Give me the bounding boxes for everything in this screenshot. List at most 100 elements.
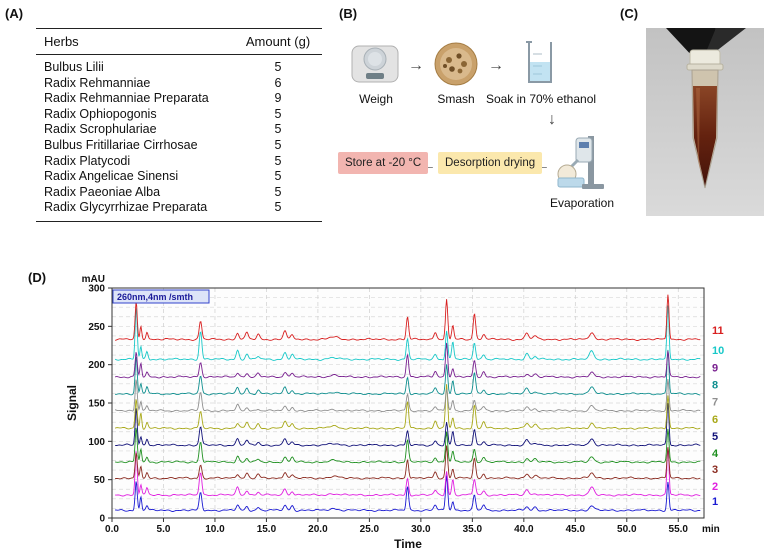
herb-name: Radix Rehmanniae Preparata [44,91,209,106]
trace-1 [115,475,701,512]
traces-group [114,294,701,512]
herb-amount: 5 [274,137,282,152]
herb-name: Radix Rehmanniae [44,75,151,90]
y-tick-label: 0 [99,514,105,525]
x-tick-label: 10.0 [205,524,225,535]
herb-name: Radix Scrophulariae [44,122,157,137]
trace-6 [114,384,701,430]
herbs-bowl-icon [432,40,480,93]
trace-7 [114,378,701,413]
series-label-8: 8 [712,380,718,392]
step-weigh-label: Weigh [359,92,393,106]
trace-11 [115,294,701,341]
x-tick-label: 35.0 [463,524,483,535]
series-label-7: 7 [712,396,718,408]
herb-amount: 5 [274,106,282,121]
x-tick-label: 20.0 [308,524,328,535]
x-unit-label: min [702,524,720,535]
panel-a-label: (A) [5,6,24,21]
x-tick-label: 25.0 [360,524,380,535]
herb-name: Radix Ophiopogonis [44,106,157,121]
x-tick-label: 50.0 [617,524,637,535]
series-label-9: 9 [712,363,718,375]
chromatogram-svg: 1 2 3 4 5 6 7 8 9 10 11 0.0 5.0 10.0 15.0 20.0 25.0 30.0 3… [65,274,724,551]
x-tick-label: 55.0 [669,524,689,535]
trace-8 [115,349,701,396]
herb-amount: 9 [274,91,282,106]
table-row: Bulbus Lilii 5 [44,60,320,76]
herb-amount: 5 [274,60,282,74]
herb-amount: 5 [274,122,282,137]
herb-table-body: Bulbus Lilii 5 Radix Rehmanniae 6 Radix Rehm… [36,55,322,221]
y-unit-label: mAU [82,274,105,285]
x-tick-label: 45.0 [566,524,586,535]
centrifuge-tube [686,49,724,189]
y-axis-title: Signal [65,385,79,421]
x-tick-label: 0.0 [105,524,119,535]
herb-table: Herbs Amount (g) Bulbus Lilii 5 Radix Rehm… [36,28,322,222]
table-row: Radix Ophiopogonis 5 [44,107,320,123]
annotation-box [112,289,210,304]
herb-name: Radix Glycyrrhizae Preparata [44,200,208,215]
series-label-11: 11 [712,325,724,337]
x-tick-label: 15.0 [257,524,277,535]
trace-10 [114,305,701,361]
herb-name: Radix Paeoniae Alba [44,184,161,199]
herb-amount: 5 [274,200,282,215]
desorption-box: Desorption drying [438,152,543,174]
table-row: Radix Glycyrrhizae Preparata 5 [44,200,320,216]
y-tick-label: 100 [88,437,105,448]
series-label-1: 1 [712,496,718,508]
y-tick-label: 300 [88,284,105,295]
table-row: Bulbus Fritillariae Cirrhosae 5 [44,138,320,154]
herb-table-header: Herbs Amount (g) [36,29,322,55]
herb-amount: 6 [274,75,282,90]
panel-c-label: (C) [620,6,639,21]
workflow-panel: (B) → → Weigh Smash Soak [336,0,642,240]
table-row: Radix Paeoniae Alba 5 [44,185,320,201]
x-tick-label: 40.0 [514,524,534,535]
series-label-2: 2 [712,481,718,493]
beaker-icon [520,38,560,93]
step-smash-label: Smash [437,92,475,106]
extract-tube-photo [646,28,764,216]
table-row: Radix Rehmanniae Preparata 9 [44,91,320,107]
x-tick-label: 5.0 [157,524,171,535]
herb-amount: 5 [274,169,282,184]
panel-d-label: (D) [28,270,47,285]
table-row: Radix Angelicae Sinensi 5 [44,169,320,185]
header-amount: Amount (g) [245,34,311,49]
series-label-4: 4 [712,448,719,460]
y-tick-label: 200 [88,360,105,371]
arrow-down-icon: ↓ [548,111,556,128]
series-label-5: 5 [712,431,718,443]
step-evaporation-label: Evaporation [549,196,615,210]
table-row: Radix Rehmanniae 6 [44,76,320,92]
y-tick-label: 50 [94,475,106,486]
trace-3 [114,445,701,480]
panel-b-label: (B) [339,6,358,21]
y-tick-label: 150 [88,399,105,410]
x-tick-label: 30.0 [411,524,431,535]
store-box: Store at -20 °C [338,152,429,174]
series-label-6: 6 [712,414,718,426]
trace-5 [115,403,701,447]
trace-2 [115,447,701,497]
table-row: Radix Scrophulariae 5 [44,122,320,138]
step-soak-label: Soak in 70% ethanol [485,92,597,106]
annotation-text: 260nm,4nm /smth [117,292,193,302]
chromatogram-chart: 1 2 3 4 5 6 7 8 9 10 11 0.0 5.0 10.0 15.0 20.0 25.0 30.0 3… [64,270,769,559]
series-label-3: 3 [712,464,718,476]
arrow-right-icon: → [408,57,424,74]
rotary-evaporator-icon [552,130,608,197]
scale-icon [348,42,402,91]
table-row: Radix Platycodi 5 [44,154,320,170]
herb-name: Radix Platycodi [44,153,131,168]
header-herbs: Herbs [44,34,79,49]
herb-amount: 5 [274,184,282,199]
arrow-right-icon: → [488,57,504,74]
herb-amount: 5 [274,153,282,168]
herb-name: Bulbus Fritillariae Cirrhosae [44,137,198,152]
x-axis-title: Time [394,537,422,551]
series-label-10: 10 [712,345,724,357]
